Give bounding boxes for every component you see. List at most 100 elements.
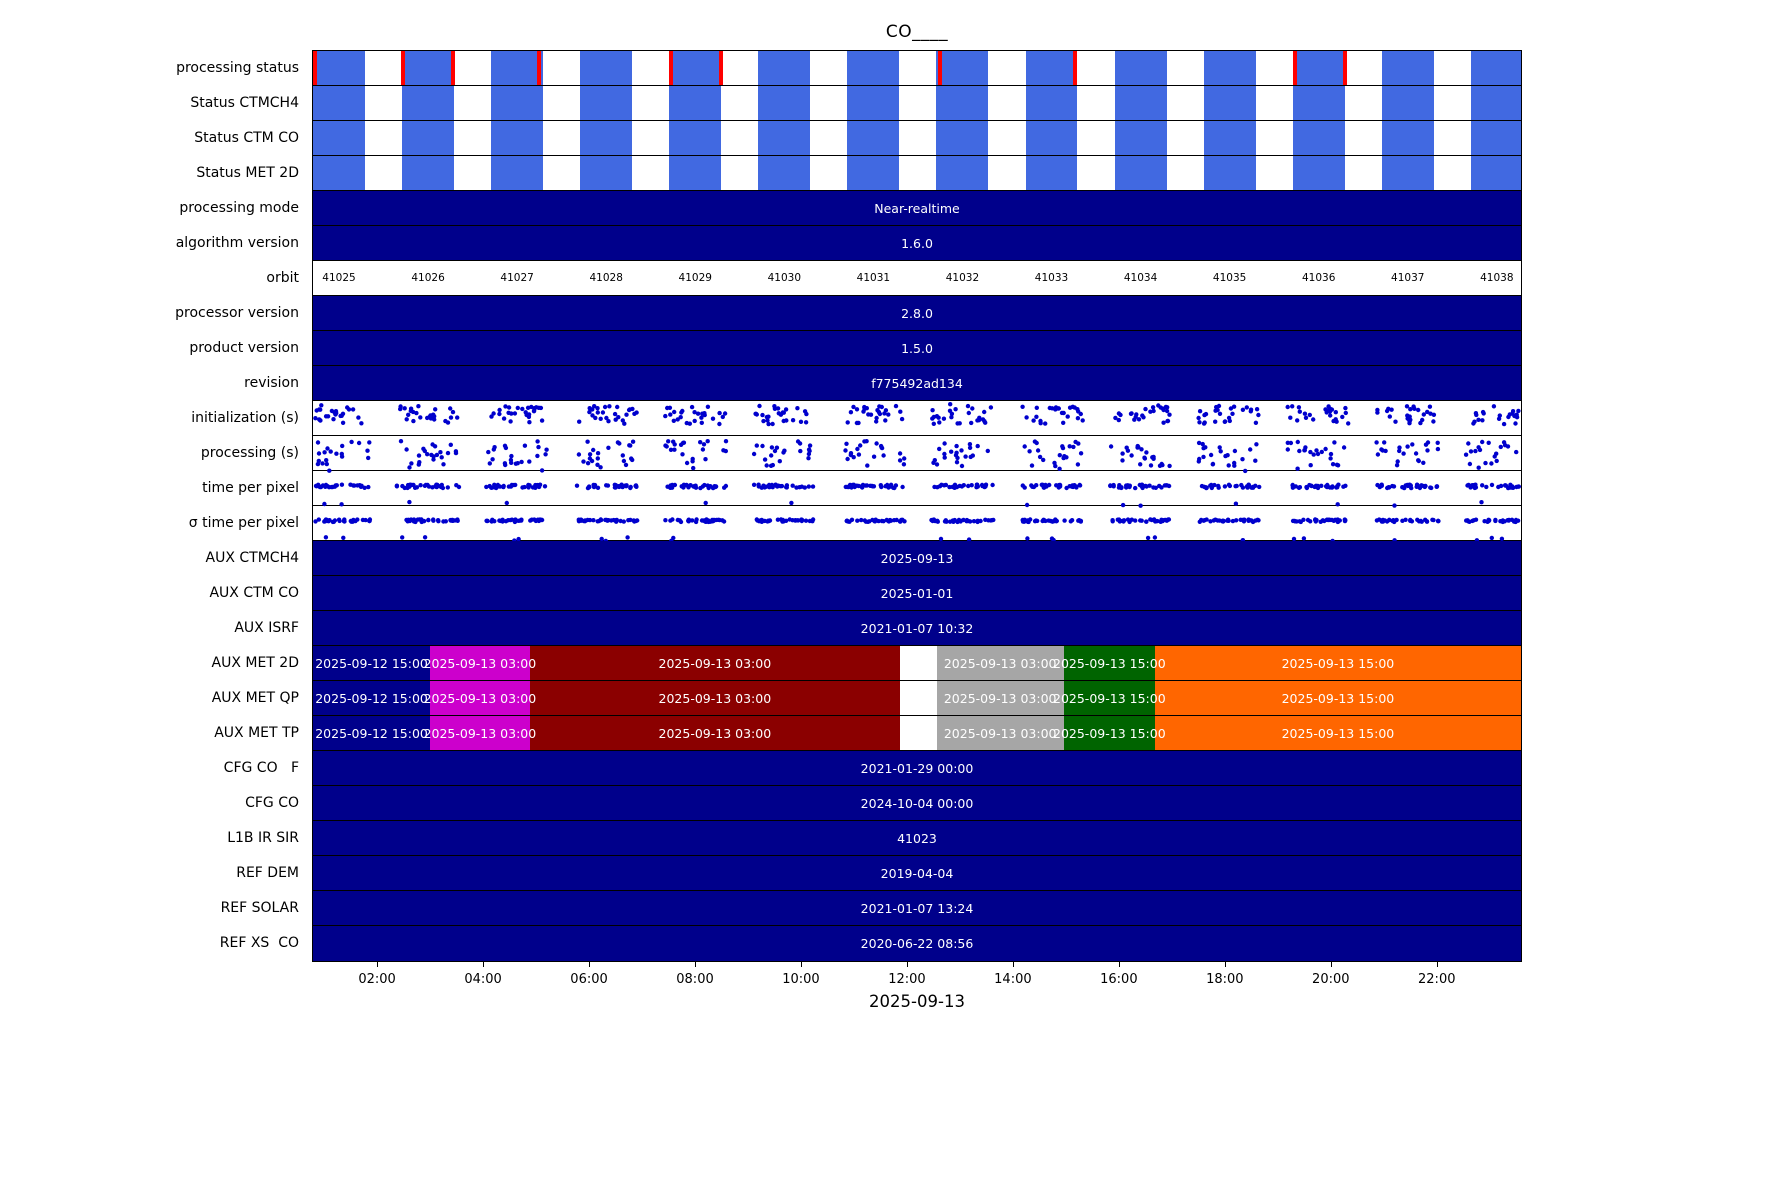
scatter-dot [1467, 461, 1473, 467]
scatter-dot [489, 414, 494, 419]
scatter-dot [407, 499, 412, 505]
status-block [1292, 156, 1345, 190]
scatter-dot [1489, 535, 1495, 541]
status-block [1470, 156, 1521, 190]
scatter-dot [1238, 517, 1243, 522]
status-block [1381, 86, 1434, 120]
segment-label: 2025-09-13 03:00 [943, 725, 1057, 741]
scatter-dot [1034, 414, 1039, 419]
scatter-dot [333, 412, 338, 417]
scatter-dot [593, 415, 598, 421]
scatter-dot [407, 465, 412, 470]
scatter-dot [633, 483, 639, 488]
scatter-dot [1425, 409, 1430, 415]
scatter-dot [576, 452, 582, 457]
status-block [669, 86, 722, 120]
orbit-number: 41034 [1123, 272, 1158, 284]
scatter-dot [604, 415, 609, 421]
scatter-dot [544, 447, 549, 452]
scatter-dot [872, 519, 877, 524]
scatter-dot [519, 459, 524, 465]
scatter-dot [699, 420, 704, 425]
scatter-dot [1248, 447, 1253, 452]
aux-met-segment [900, 681, 937, 715]
aux-met-segment: 2025-09-13 15:00 [1053, 646, 1166, 680]
scatter-dot [720, 414, 725, 420]
scatter-dot [323, 535, 329, 540]
scatter-dot [1401, 451, 1406, 456]
scatter-dot [431, 412, 436, 417]
scatter-dot [1150, 405, 1156, 410]
row-bar: 1.6.0 [313, 226, 1521, 261]
scatter-dot [989, 518, 995, 523]
scatter-dot [313, 483, 319, 489]
scatter-dot [606, 445, 611, 450]
chart-title: CO____ [885, 22, 949, 42]
scatter-dot [1153, 485, 1158, 490]
scatter-dot [632, 411, 637, 416]
scatter-dot [684, 482, 689, 488]
scatter-dot [587, 409, 592, 415]
x-tick-label: 22:00 [1418, 972, 1456, 987]
scatter-dot [1028, 517, 1033, 522]
scatter-dot [851, 404, 856, 410]
scatter-dot [1253, 458, 1258, 463]
scatter-dot [1049, 536, 1055, 541]
status-block [1292, 86, 1345, 120]
row-bar: 2021-01-07 10:32 [313, 611, 1521, 646]
row-label: algorithm version [175, 235, 299, 251]
row-label: L1B IR SIR [227, 830, 299, 846]
scatter-dot [1038, 418, 1043, 424]
scatter-dot [356, 440, 362, 446]
scatter-dot [1200, 441, 1205, 447]
scatter-dot [501, 416, 507, 421]
scatter-dot [751, 482, 757, 487]
scatter-dot [1022, 444, 1027, 449]
scatter-dot [367, 440, 372, 445]
scatter-dot [1024, 415, 1029, 420]
scatter-dot [512, 519, 518, 525]
scatter-dot [536, 444, 541, 450]
scatter-dot [1393, 419, 1398, 424]
scatter-dot [1212, 482, 1217, 488]
row-segments: 2025-09-12 15:00 2025-09-13 03:00 2025-09-… [313, 646, 1521, 681]
scatter-dot [1257, 484, 1262, 490]
scatter-dot [327, 468, 332, 473]
scatter-dot [425, 452, 430, 457]
aux-met-segment: 2025-09-13 15:00 [1053, 716, 1166, 750]
scatter-dot [1499, 536, 1505, 541]
row-label: σ time per pixel [188, 515, 299, 531]
scatter-dot [1489, 482, 1495, 488]
scatter-dot [1290, 404, 1295, 409]
scatter-dot [753, 411, 759, 417]
row-bar: 2025-01-01 [313, 576, 1521, 611]
scatter-dot [1226, 463, 1231, 468]
scatter-dot [1389, 407, 1394, 412]
scatter-dot [968, 454, 973, 460]
scatter-dot [1479, 500, 1484, 505]
error-marker [401, 51, 406, 85]
status-block [1114, 86, 1167, 120]
scatter-dot [856, 452, 862, 457]
status-block [758, 156, 811, 190]
scatter-dot [1308, 463, 1313, 468]
row-bar: 2024-10-04 00:00 [313, 786, 1521, 821]
scatter-dot [1124, 445, 1129, 450]
scatter-dot [622, 421, 627, 426]
row-value: 41023 [897, 830, 937, 846]
row-label: processing status [176, 60, 299, 76]
scatter-dot [615, 404, 620, 410]
x-tick-label: 16:00 [1100, 972, 1138, 987]
segment-label: 2025-09-13 15:00 [1053, 690, 1166, 706]
row-bar: Near-realtime [313, 191, 1521, 226]
scatter-dot [1240, 485, 1246, 490]
scatter-dot [1379, 518, 1384, 523]
scatter-dot [1413, 451, 1419, 456]
scatter-dot [1486, 440, 1491, 445]
scatter-dot [969, 420, 974, 426]
scatter-dot [712, 484, 717, 489]
row-value: 2025-09-13 [880, 550, 954, 566]
scatter-dot [1062, 454, 1067, 459]
scatter-dot [1217, 445, 1222, 450]
scatter-dot [328, 449, 333, 454]
